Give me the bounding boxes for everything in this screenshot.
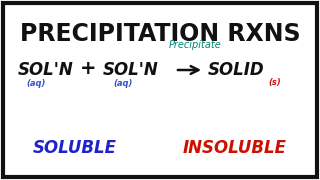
Text: (s): (s) — [268, 78, 281, 87]
Text: SOL'N: SOL'N — [18, 61, 74, 79]
Text: SOLID: SOLID — [208, 61, 265, 79]
Text: +: + — [80, 60, 96, 78]
Text: INSOLUBLE: INSOLUBLE — [183, 139, 287, 157]
Text: (aq): (aq) — [113, 78, 132, 87]
Text: (aq): (aq) — [26, 78, 45, 87]
Text: SOLUBLE: SOLUBLE — [33, 139, 117, 157]
Text: SOL'N: SOL'N — [103, 61, 159, 79]
Text: Precipitate: Precipitate — [169, 40, 221, 50]
Text: PRECIPITATION RXNS: PRECIPITATION RXNS — [20, 22, 300, 46]
